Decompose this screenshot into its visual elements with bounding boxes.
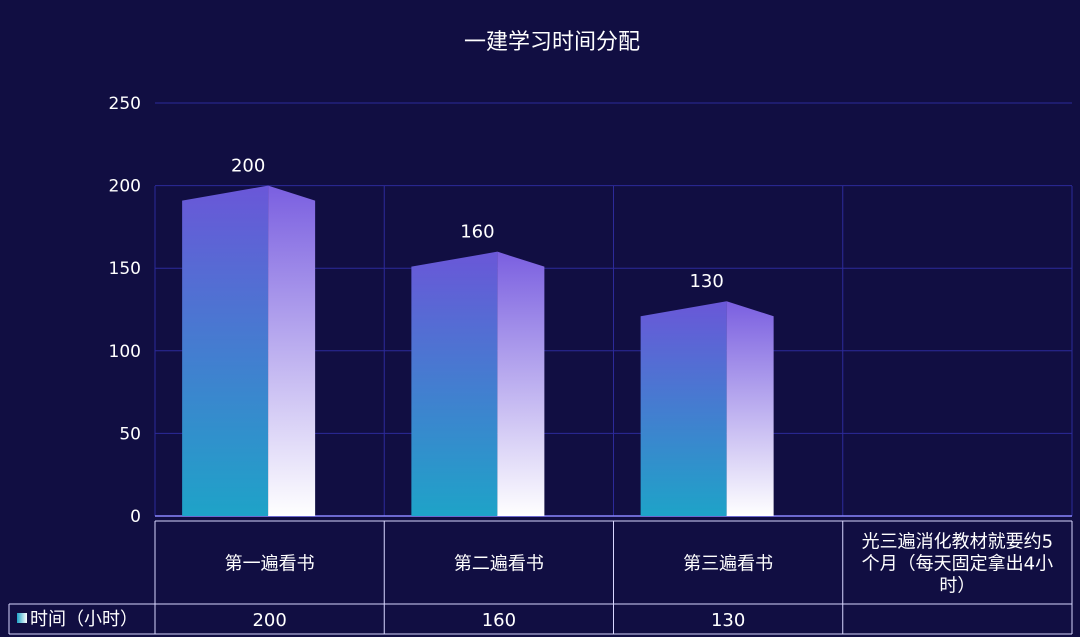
y-tick-label: 100 <box>109 342 141 362</box>
bar <box>411 251 545 516</box>
bar-value-label: 130 <box>689 271 723 292</box>
category-label: 时） <box>939 576 975 597</box>
bar-side-face <box>497 251 545 516</box>
bar-side-face <box>268 185 316 516</box>
bar <box>640 301 774 516</box>
y-tick-label: 150 <box>109 259 141 279</box>
y-tick-label: 250 <box>109 94 141 114</box>
category-label: 第三遍看书 <box>683 554 773 575</box>
bar-value-label: 160 <box>460 222 494 243</box>
bar-front-face <box>411 251 498 516</box>
bar-front-face <box>182 185 269 516</box>
category-label: 个月（每天固定拿出4小 <box>862 553 1053 575</box>
grid-layer: 0 50 100 150 200 250 <box>109 94 1073 527</box>
bars-layer: 200 160 130 <box>182 156 774 516</box>
y-tick-label: 0 <box>130 507 141 527</box>
y-tick-label: 200 <box>109 177 141 197</box>
table-value-cell: 130 <box>711 610 745 631</box>
legend-swatch <box>17 613 27 623</box>
category-label: 第一遍看书 <box>225 554 315 575</box>
series-name: 时间（小时） <box>30 609 138 630</box>
bar-front-face <box>640 301 727 516</box>
bar <box>182 185 316 516</box>
bar-value-label: 200 <box>231 156 265 177</box>
table-value-cell: 160 <box>482 610 516 631</box>
chart-title: 一建学习时间分配 <box>464 30 640 55</box>
category-label: 第二遍看书 <box>454 554 544 575</box>
category-label: 光三遍消化教材就要约5 <box>862 532 1053 553</box>
bar-side-face <box>726 301 774 516</box>
table-value-cell: 200 <box>252 610 286 631</box>
y-tick-label: 50 <box>119 424 141 444</box>
